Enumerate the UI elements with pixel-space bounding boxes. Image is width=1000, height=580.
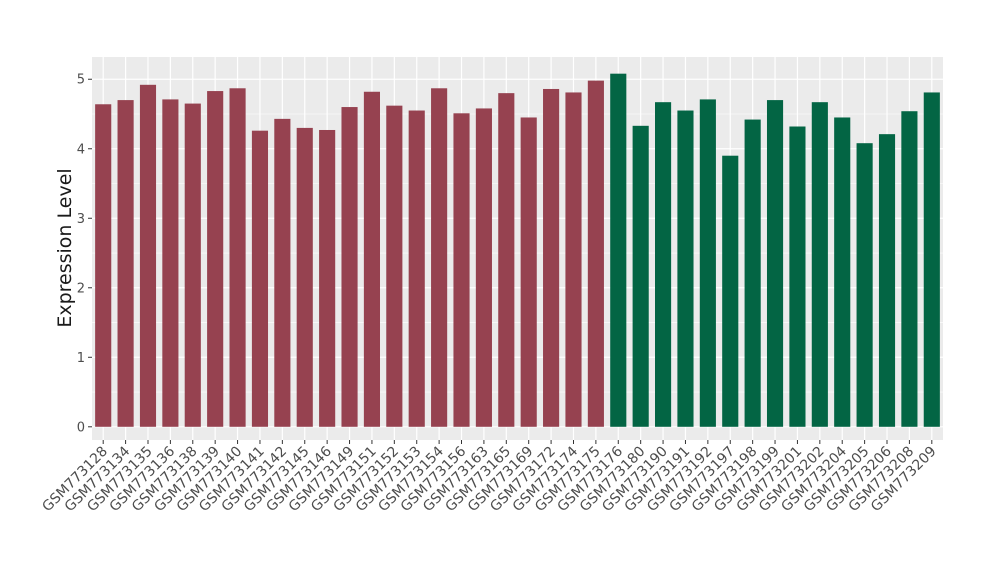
bar-GSM773140: [229, 88, 246, 427]
bar-GSM773174: [565, 92, 582, 427]
bar-GSM773146: [319, 129, 336, 427]
bars: [95, 73, 940, 427]
bar-GSM773136: [162, 99, 179, 427]
bar-GSM773175: [587, 80, 604, 427]
bar-GSM773199: [766, 100, 784, 427]
bar-GSM773190: [655, 102, 672, 427]
bar-GSM773206: [878, 134, 896, 427]
bar-GSM773134: [117, 100, 134, 427]
bar-GSM773149: [341, 107, 358, 427]
bar-GSM773204: [834, 117, 851, 427]
bar-GSM773172: [543, 88, 560, 427]
y-tick-label: 1: [77, 351, 85, 366]
bar-GSM773165: [498, 93, 515, 427]
bar-GSM773202: [811, 102, 828, 427]
bar-GSM773209: [923, 92, 940, 427]
y-tick-label: 2: [77, 281, 85, 296]
y-axis-ticks: 0 1 2 3 4 5: [77, 73, 92, 435]
bar-GSM773205: [856, 143, 873, 427]
bar-GSM773141: [251, 130, 269, 427]
bar-GSM773198: [744, 119, 761, 427]
bar-GSM773128: [95, 104, 112, 427]
bar-GSM773153: [408, 110, 425, 427]
bar-GSM773208: [901, 111, 918, 427]
bar-GSM773156: [453, 113, 470, 427]
x-axis-ticks: GSM773128GSM773134GSM773135GSM773136GSM7…: [39, 440, 940, 515]
bar-GSM773197: [722, 155, 739, 427]
y-tick-label: 4: [77, 142, 85, 157]
bar-GSM773163: [475, 108, 492, 427]
bar-GSM773191: [677, 110, 694, 427]
bar-GSM773201: [789, 126, 806, 427]
y-tick-label: 5: [77, 73, 85, 88]
bar-GSM773139: [207, 91, 224, 427]
bar-GSM773192: [699, 99, 716, 427]
bar-GSM773169: [520, 117, 537, 427]
bar-GSM773145: [296, 127, 313, 427]
bar-GSM773142: [274, 118, 291, 427]
y-axis-label: Expression Level: [54, 168, 76, 327]
bar-GSM773152: [386, 105, 403, 427]
bar-GSM773135: [139, 84, 157, 427]
bar-GSM773138: [184, 103, 201, 427]
bar-GSM773176: [610, 73, 627, 427]
y-tick-label: 0: [77, 420, 85, 435]
y-tick-label: 3: [77, 212, 85, 227]
bar-GSM773154: [431, 88, 448, 427]
bar-GSM773180: [632, 125, 649, 427]
bar-GSM773151: [363, 91, 380, 427]
